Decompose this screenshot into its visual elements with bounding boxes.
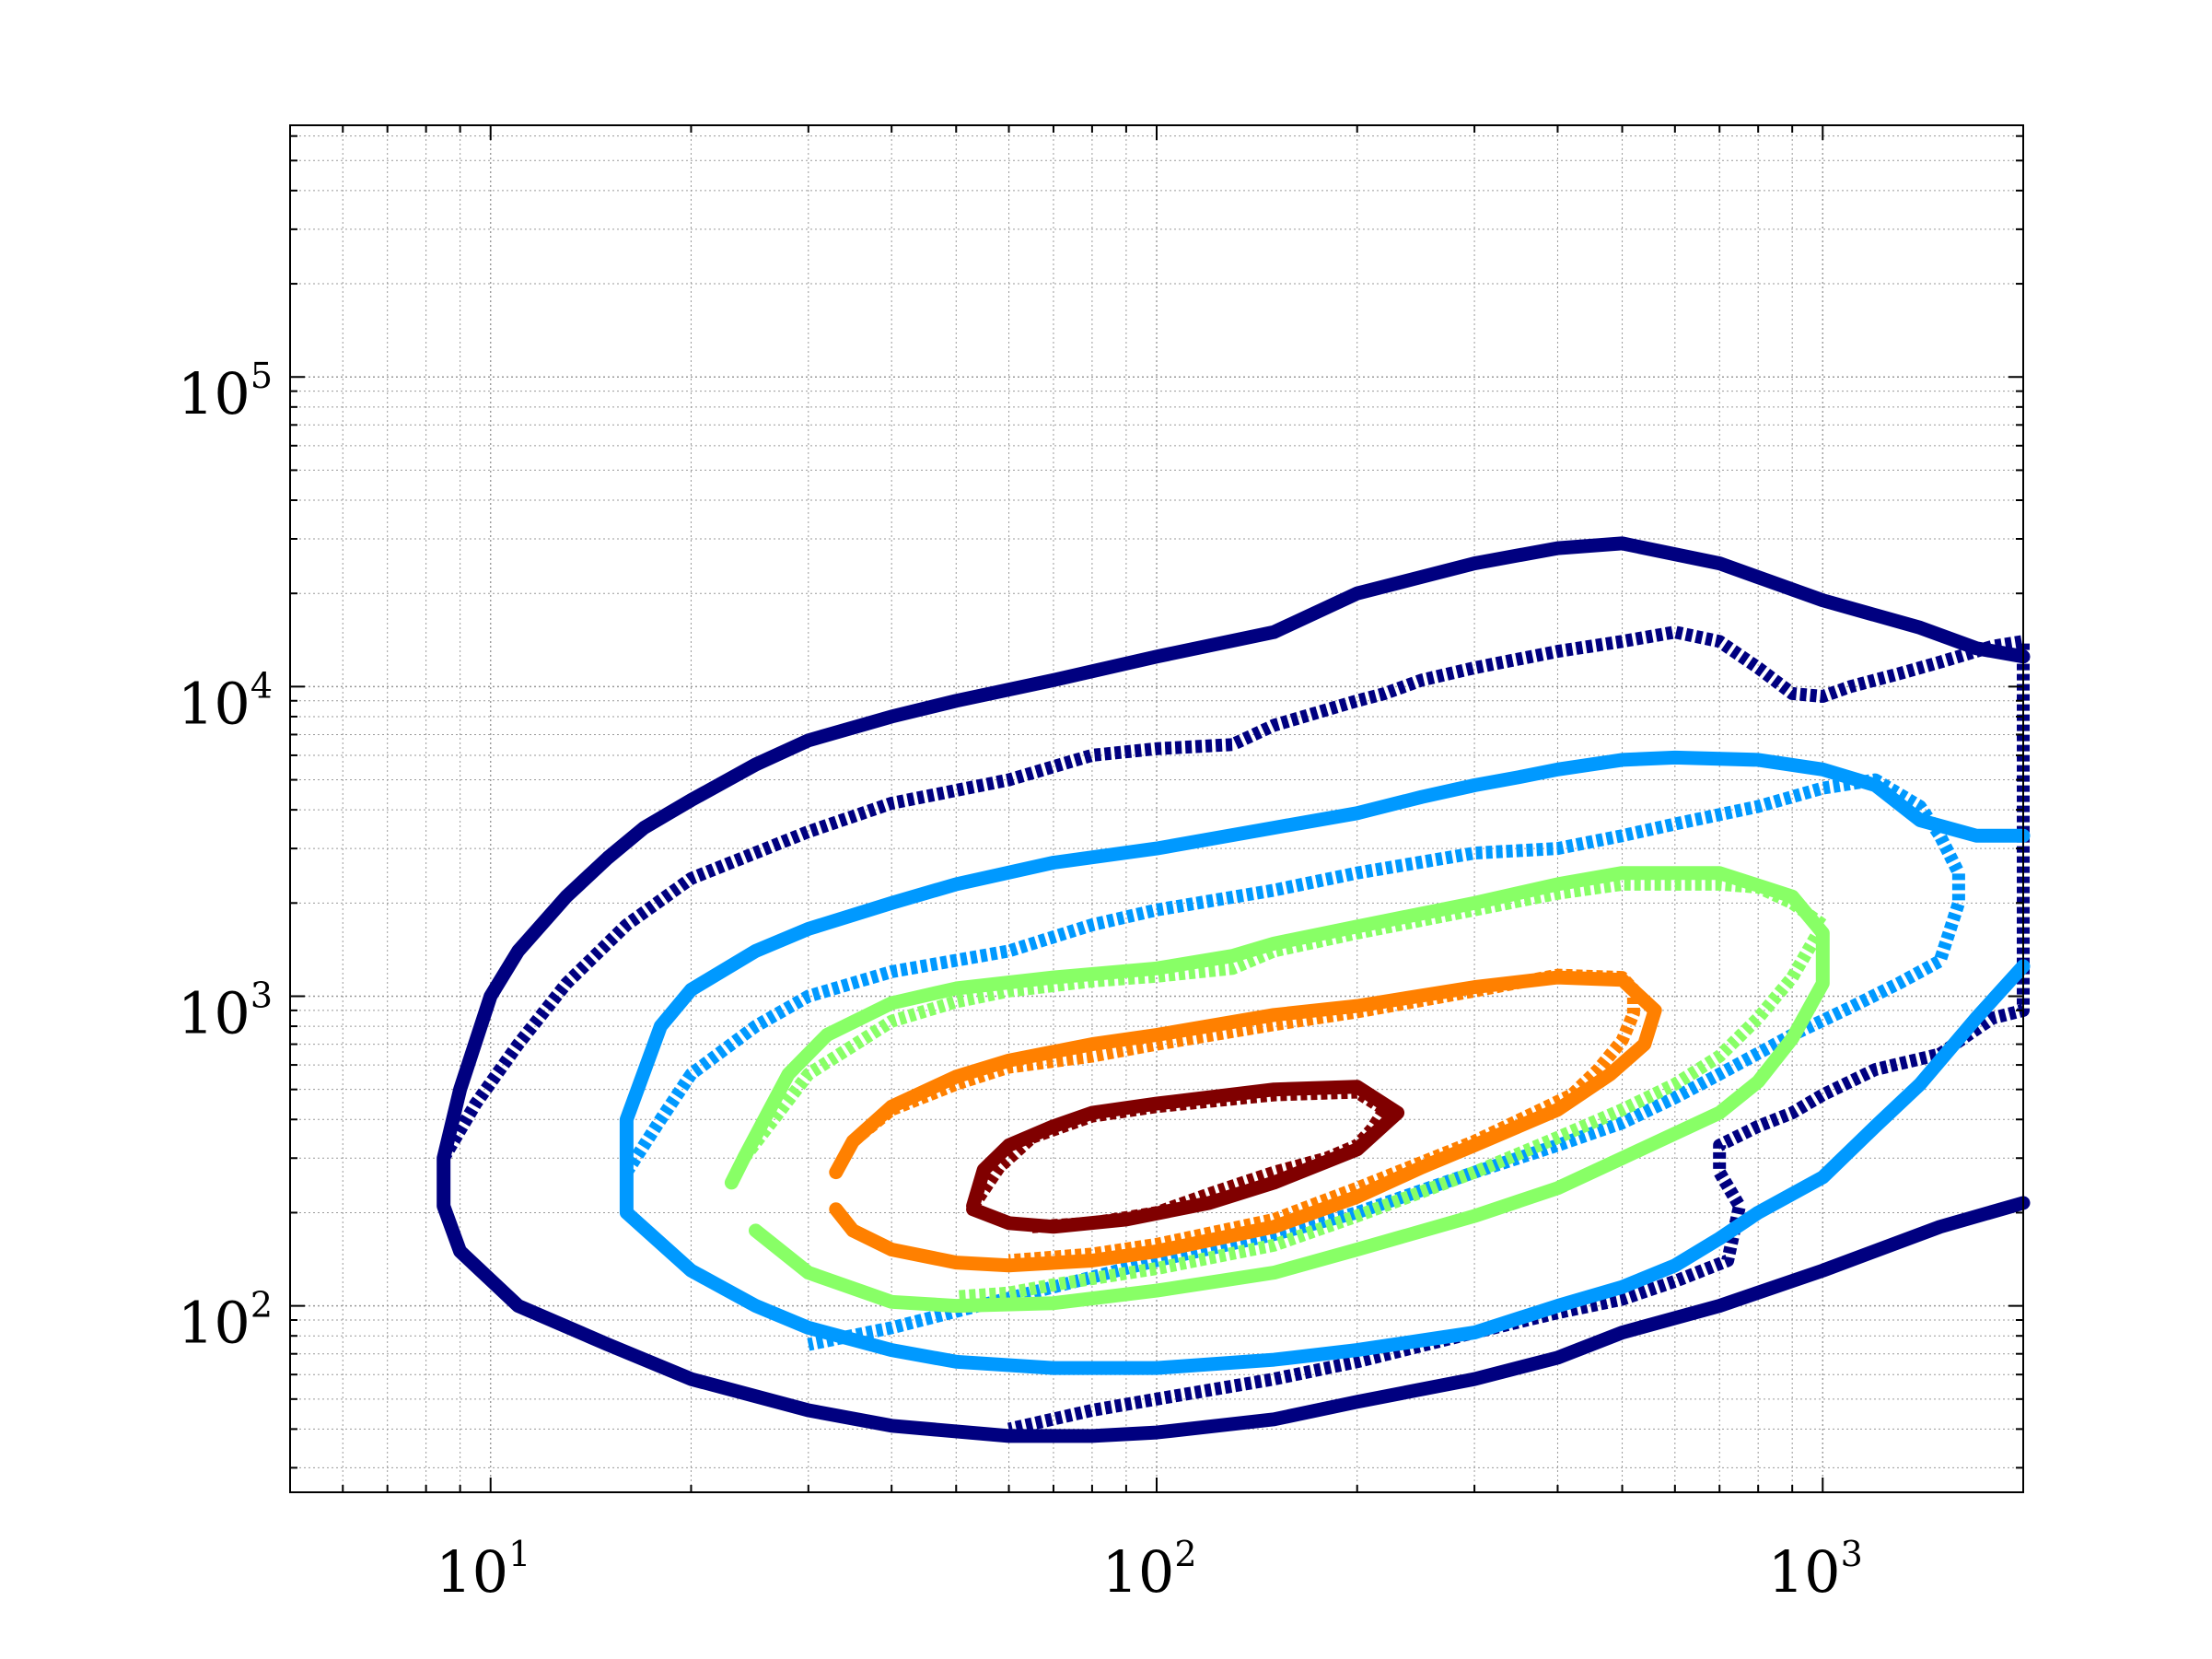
x-tick-label: 102 [1101, 1534, 1196, 1606]
y-tick-label: 102 [178, 1285, 273, 1357]
y-tick-labels: 102 103 104 105 [178, 356, 273, 1356]
contour-dashed-2 [437, 625, 2030, 1436]
x-tick-label: 101 [436, 1534, 530, 1606]
x-tick-labels: 101 102 103 [436, 1534, 1863, 1606]
contour-dashed-8 [848, 968, 1640, 1268]
contour-dashed-10 [967, 1085, 1391, 1233]
contour-solid-5 [724, 866, 1830, 1314]
y-tick-label: 104 [178, 665, 273, 737]
x-tick-label: 103 [1768, 1534, 1863, 1606]
y-tick-label: 105 [178, 356, 273, 427]
contour-lines [437, 536, 2031, 1443]
contour-solid-9 [966, 1080, 1405, 1234]
contour-dashed-4 [621, 773, 1965, 1351]
axis-ticks [289, 125, 2024, 1492]
contour-solid-3 [619, 750, 2031, 1375]
contour-dashed-6 [739, 877, 1830, 1303]
y-tick-label: 103 [178, 976, 273, 1047]
contour-solid-1 [437, 536, 2031, 1443]
